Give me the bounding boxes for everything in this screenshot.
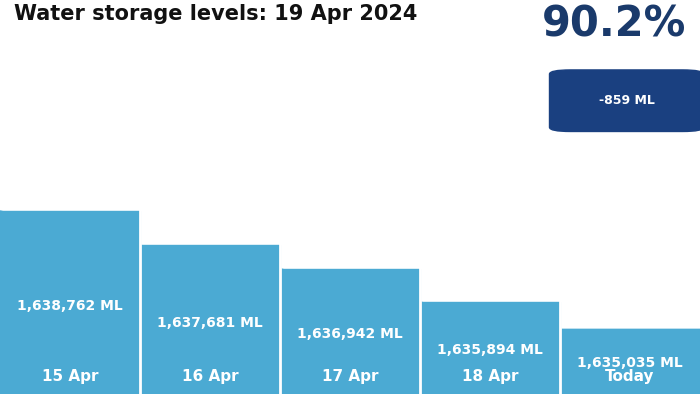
Text: 16 Apr: 16 Apr	[182, 369, 238, 384]
Polygon shape	[560, 329, 700, 394]
Polygon shape	[140, 245, 280, 394]
Bar	[0, 211, 140, 394]
Bar	[280, 269, 420, 394]
Text: 1,638,762 ML: 1,638,762 ML	[17, 299, 123, 313]
FancyBboxPatch shape	[550, 70, 700, 132]
Text: 15 Apr: 15 Apr	[42, 369, 98, 384]
Text: 1,636,942 ML: 1,636,942 ML	[297, 327, 403, 341]
Polygon shape	[280, 269, 420, 394]
Text: 1,637,681 ML: 1,637,681 ML	[157, 316, 263, 330]
Text: -859 ML: -859 ML	[598, 94, 654, 107]
Text: 1,635,035 ML: 1,635,035 ML	[577, 356, 683, 370]
Polygon shape	[420, 302, 560, 394]
Text: 18 Apr: 18 Apr	[462, 369, 518, 384]
Bar	[420, 302, 560, 394]
Text: Today: Today	[606, 369, 654, 384]
Text: 90.2%: 90.2%	[542, 4, 686, 46]
Polygon shape	[0, 211, 140, 394]
Text: Water storage levels: 19 Apr 2024: Water storage levels: 19 Apr 2024	[14, 4, 417, 24]
Text: 17 Apr: 17 Apr	[322, 369, 378, 384]
Text: 1,635,894 ML: 1,635,894 ML	[437, 343, 543, 357]
Bar	[560, 329, 700, 394]
Bar	[140, 245, 280, 394]
